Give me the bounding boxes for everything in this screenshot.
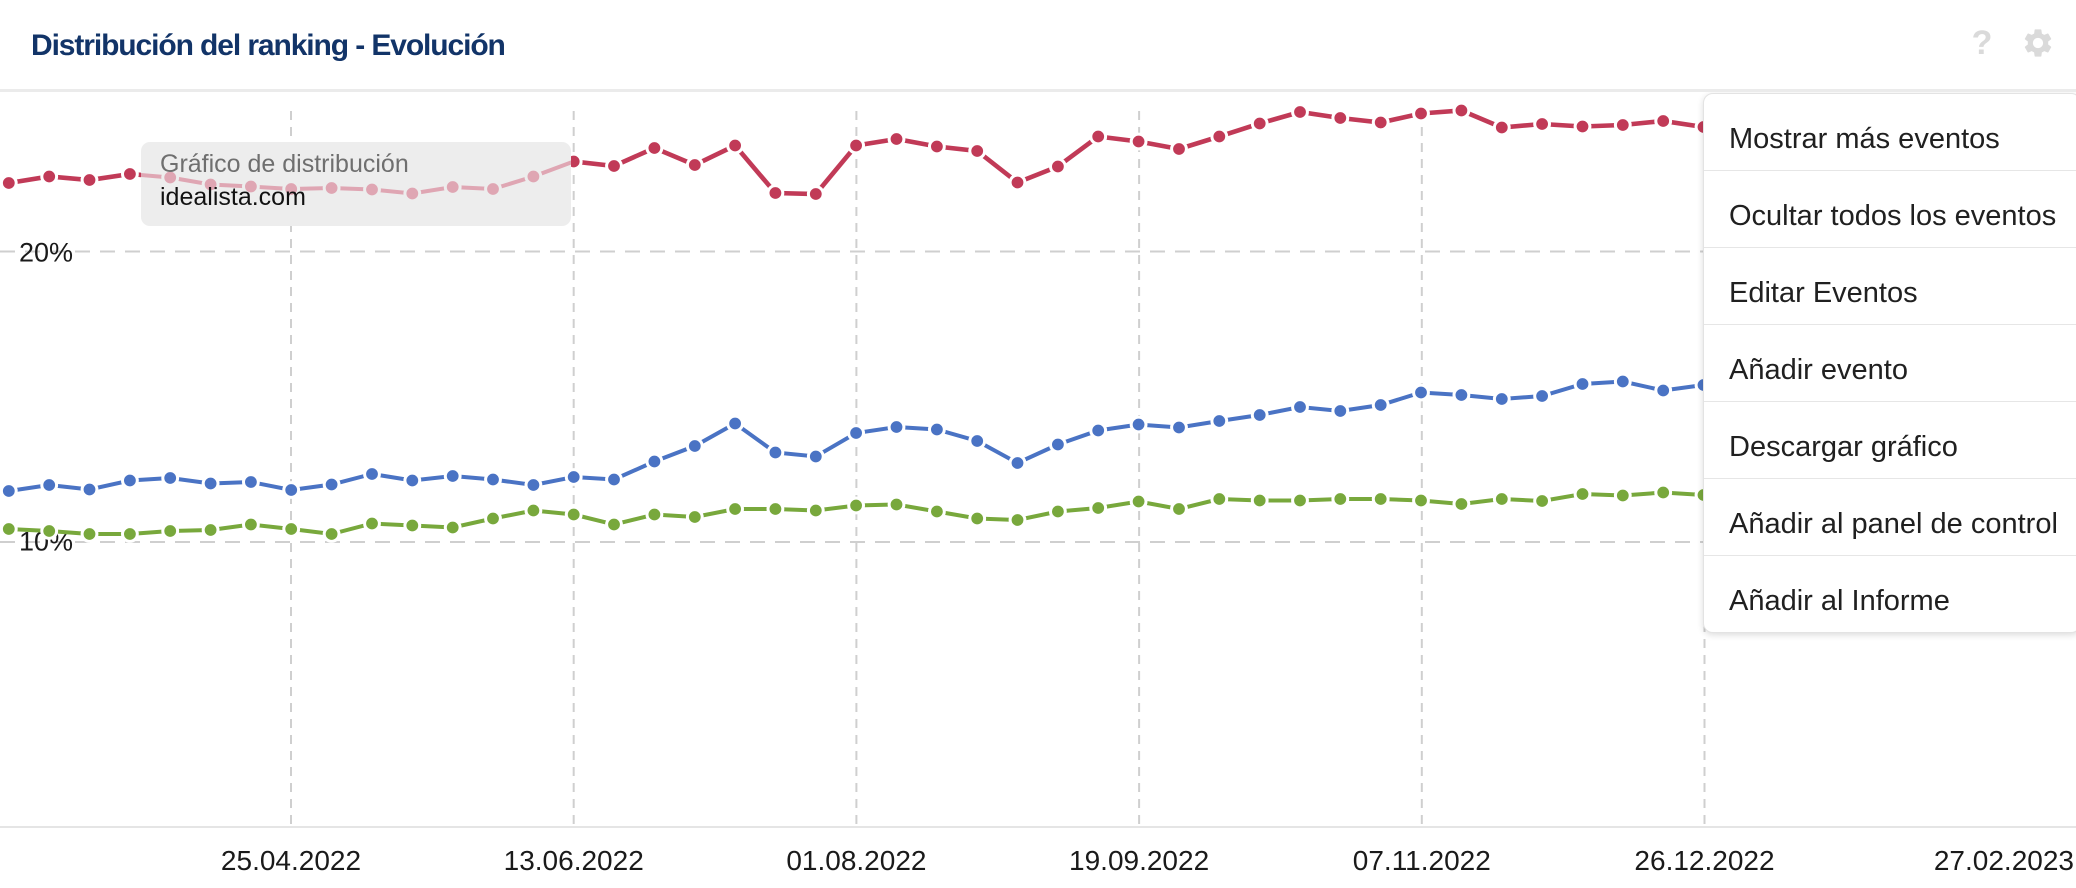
svg-text:19.09.2022: 19.09.2022	[1069, 845, 1209, 876]
svg-text:26.12.2022: 26.12.2022	[1634, 845, 1774, 876]
svg-text:25.04.2022: 25.04.2022	[221, 845, 361, 876]
svg-text:20%: 20%	[19, 238, 73, 268]
svg-text:07.11.2022: 07.11.2022	[1353, 845, 1491, 876]
svg-text:13.06.2022: 13.06.2022	[504, 845, 644, 876]
svg-text:01.08.2022: 01.08.2022	[786, 845, 926, 876]
svg-text:27.02.2023: 27.02.2023	[1934, 845, 2074, 876]
